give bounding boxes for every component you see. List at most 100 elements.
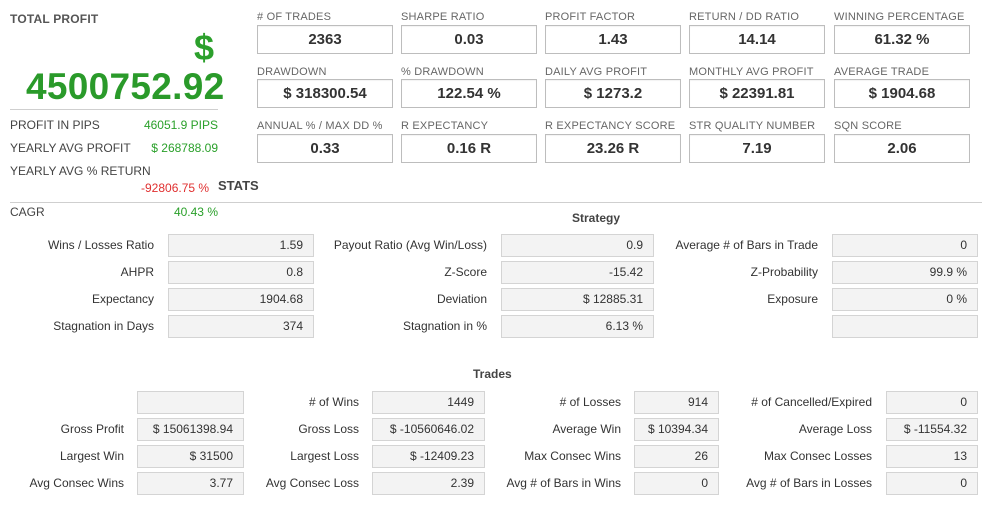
metric-label: MONTHLY AVG PROFIT [689, 66, 814, 78]
trades-label: # of Cancelled/Expired [751, 395, 872, 409]
strategy-label: Z-Score [444, 265, 487, 279]
metric-value: $ 1904.68 [834, 79, 970, 108]
trades-value: $ 15061398.94 [137, 418, 244, 441]
metric-label: # OF TRADES [257, 11, 332, 23]
yearly-avg-profit-row: YEARLY AVG PROFIT $ 268788.09 [10, 141, 218, 155]
trades-label: Max Consec Wins [524, 449, 621, 463]
metric-label: STR QUALITY NUMBER [689, 120, 816, 132]
metric-label: % DRAWDOWN [401, 66, 484, 78]
trades-label: # of Wins [308, 395, 359, 409]
metric-value: 14.14 [689, 25, 825, 54]
trades-title: Trades [473, 367, 512, 381]
metric-value: 0.33 [257, 134, 393, 163]
metric-value: 1.43 [545, 25, 681, 54]
stats-divider [10, 202, 982, 203]
strategy-value: 1.59 [168, 234, 314, 257]
metric-label: R EXPECTANCY [401, 120, 489, 132]
trades-value: 1449 [372, 391, 485, 414]
strategy-value: 0 [832, 234, 978, 257]
total-profit-value: 4500752.92 [26, 66, 225, 107]
metric-label: WINNING PERCENTAGE [834, 11, 965, 23]
strategy-value [832, 315, 978, 338]
metric-label: AVERAGE TRADE [834, 66, 930, 78]
metric-value: 0.03 [401, 25, 537, 54]
trades-value: $ -11554.32 [886, 418, 978, 441]
trades-label: Gross Loss [298, 422, 359, 436]
trades-label: Largest Loss [290, 449, 359, 463]
metric-value: 2.06 [834, 134, 970, 163]
trades-label: Max Consec Losses [763, 449, 872, 463]
trades-label: Average Win [552, 422, 621, 436]
metric-label: PROFIT FACTOR [545, 11, 636, 23]
strategy-value: 99.9 % [832, 261, 978, 284]
metric-label: RETURN / DD RATIO [689, 11, 800, 23]
metric-value: $ 318300.54 [257, 79, 393, 108]
metric-value: $ 1273.2 [545, 79, 681, 108]
strategy-value: 0 % [832, 288, 978, 311]
yearly-avg-return-row: YEARLY AVG % RETURN [10, 164, 218, 178]
profit-in-pips-row: PROFIT IN PIPS 46051.9 PIPS [10, 118, 218, 132]
trades-value: 3.77 [137, 472, 244, 495]
strategy-value: 0.8 [168, 261, 314, 284]
metric-value: 7.19 [689, 134, 825, 163]
profit-in-pips-value: 46051.9 PIPS [143, 118, 218, 132]
trades-value: $ -12409.23 [372, 445, 485, 468]
trades-value: $ 10394.34 [634, 418, 719, 441]
yearly-avg-profit-label: YEARLY AVG PROFIT [10, 141, 131, 155]
yearly-avg-return-value: -92806.75 % [141, 181, 210, 195]
strategy-label: Wins / Losses Ratio [47, 238, 154, 252]
trades-value: 0 [634, 472, 719, 495]
cagr-row: CAGR 40.43 % [10, 205, 218, 219]
trades-label: Avg # of Bars in Wins [506, 476, 622, 490]
stats-title: STATS [218, 178, 259, 193]
trades-value: 0 [886, 391, 978, 414]
strategy-value: 6.13 % [501, 315, 654, 338]
trades-label: Avg # of Bars in Losses [746, 476, 872, 490]
strategy-title: Strategy [572, 211, 621, 225]
metric-value: 2363 [257, 25, 393, 54]
trades-label: Gross Profit [60, 422, 124, 436]
cagr-value: 40.43 % [173, 205, 218, 219]
trades-value: $ 31500 [137, 445, 244, 468]
trades-value [137, 391, 244, 414]
metric-label: DAILY AVG PROFIT [545, 66, 648, 78]
trades-value: 2.39 [372, 472, 485, 495]
strategy-value: 1904.68 [168, 288, 314, 311]
trades-value: $ -10560646.02 [372, 418, 485, 441]
profit-in-pips-label: PROFIT IN PIPS [10, 118, 100, 132]
strategy-value: $ 12885.31 [501, 288, 654, 311]
strategy-value: 0.9 [501, 234, 654, 257]
trades-label: Largest Win [59, 449, 124, 463]
strategy-label: Stagnation in % [402, 319, 487, 333]
metric-value: 122.54 % [401, 79, 537, 108]
trades-label: Avg Consec Loss [265, 476, 359, 490]
strategy-label: Average # of Bars in Trade [675, 238, 818, 252]
profit-divider [10, 109, 218, 110]
total-profit-label: TOTAL PROFIT [10, 12, 99, 26]
metric-label: SQN SCORE [834, 120, 902, 132]
strategy-label: Expectancy [91, 292, 154, 306]
strategy-value: -15.42 [501, 261, 654, 284]
metric-label: ANNUAL % / MAX DD % [257, 120, 383, 132]
cagr-label: CAGR [10, 205, 45, 219]
yearly-avg-return-label: YEARLY AVG % RETURN [10, 164, 151, 178]
trades-label: # of Losses [559, 395, 621, 409]
yearly-avg-profit-value: $ 268788.09 [151, 141, 218, 155]
trades-label: Avg Consec Wins [29, 476, 124, 490]
metric-value: 0.16 R [401, 134, 537, 163]
strategy-label: Stagnation in Days [53, 319, 154, 333]
metric-label: SHARPE RATIO [401, 11, 485, 23]
trades-value: 914 [634, 391, 719, 414]
dollar-icon: $ [194, 27, 215, 68]
metric-value: 23.26 R [545, 134, 681, 163]
trades-value: 0 [886, 472, 978, 495]
metric-value: 61.32 % [834, 25, 970, 54]
strategy-label: Payout Ratio (Avg Win/Loss) [333, 238, 487, 252]
trades-value: 13 [886, 445, 978, 468]
strategy-label: Exposure [767, 292, 818, 306]
trades-label: Average Loss [798, 422, 872, 436]
trades-value: 26 [634, 445, 719, 468]
strategy-value: 374 [168, 315, 314, 338]
metric-label: R EXPECTANCY SCORE [545, 120, 676, 132]
metric-label: DRAWDOWN [257, 66, 327, 78]
